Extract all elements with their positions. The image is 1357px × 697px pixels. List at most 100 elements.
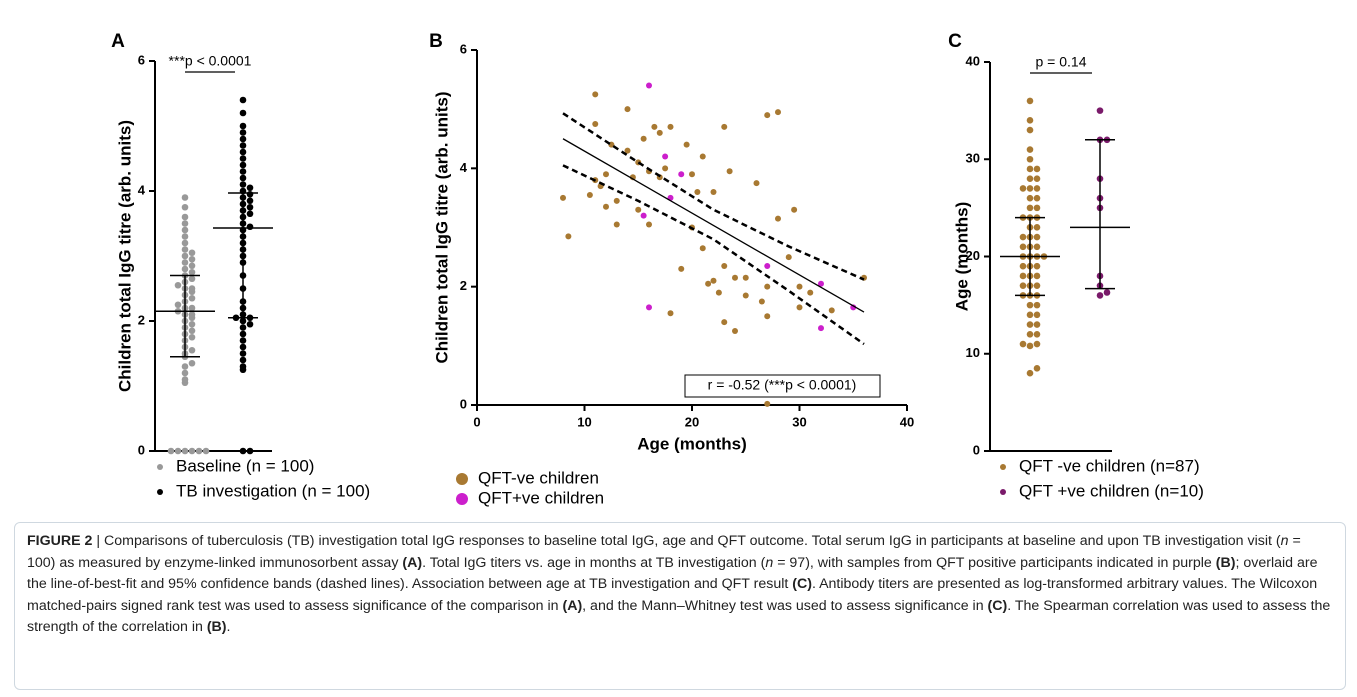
y-tick-label: 0 (973, 442, 980, 457)
data-point (662, 165, 669, 172)
data-point (565, 233, 572, 240)
data-point (181, 226, 189, 234)
data-point (239, 363, 247, 370)
data-point (764, 112, 771, 119)
data-point (560, 194, 566, 201)
data-point (246, 190, 254, 198)
data-point (1019, 272, 1027, 280)
data-point (603, 171, 609, 178)
data-point (1096, 107, 1104, 114)
data-point (246, 184, 254, 192)
caption-run: (A) (402, 554, 423, 571)
data-point (181, 220, 189, 227)
data-point (1019, 282, 1027, 289)
data-point (239, 129, 247, 136)
data-point (1026, 204, 1034, 212)
data-point (181, 203, 189, 211)
y-tick-label: 2 (138, 312, 145, 327)
data-point (764, 313, 771, 320)
caption-run: n (765, 554, 774, 571)
data-point (613, 221, 620, 228)
data-point (624, 106, 631, 113)
x-tick-label: 40 (900, 414, 914, 429)
data-point (181, 213, 189, 221)
data-point (646, 221, 652, 228)
data-point (239, 142, 247, 149)
data-point (239, 356, 247, 364)
data-point (188, 262, 196, 270)
data-point (1033, 331, 1041, 338)
data-point (239, 96, 247, 104)
data-point (721, 319, 728, 326)
data-point (1026, 175, 1034, 182)
data-point (1033, 243, 1041, 251)
legend-label: Baseline (n = 100) (176, 456, 314, 475)
data-point (181, 194, 189, 201)
legend-marker (1000, 489, 1006, 495)
data-point (683, 141, 690, 148)
data-point (1019, 185, 1027, 192)
data-point (753, 180, 760, 187)
data-point (181, 376, 189, 383)
legend-marker (456, 493, 468, 505)
data-point (764, 262, 771, 269)
caption-run: n (1280, 533, 1289, 549)
data-point (613, 197, 620, 204)
data-point (188, 447, 196, 455)
data-point (1026, 369, 1034, 377)
caption-run: . Total IgG titers vs. age in months at … (422, 554, 766, 571)
data-point (1026, 185, 1034, 192)
data-point (202, 447, 210, 455)
data-point (188, 346, 196, 354)
legend-label: QFT +ve children (n=10) (1019, 481, 1204, 500)
data-point (239, 155, 247, 162)
data-point (699, 245, 706, 252)
data-point (239, 324, 247, 331)
caption-run: , and the Mann–Whitney test was used to … (582, 597, 988, 614)
data-point (167, 447, 175, 455)
caption-run: . Antibody titers are presented as log-t… (27, 576, 1318, 614)
y-axis-label: Children total IgG titre (arb. units) (115, 120, 134, 392)
data-point (239, 148, 247, 156)
data-point (181, 369, 189, 377)
data-point (1019, 262, 1027, 270)
y-tick-label: 20 (966, 248, 980, 263)
data-point (246, 197, 254, 205)
data-point (1033, 311, 1041, 319)
data-point (715, 289, 722, 296)
data-point (239, 330, 247, 338)
legend-marker (456, 473, 468, 485)
data-point (1033, 165, 1041, 173)
y-axis-label: Age (months) (952, 202, 971, 312)
data-point (796, 304, 803, 311)
data-point (775, 215, 781, 222)
data-point (1026, 165, 1034, 173)
data-point (239, 447, 247, 455)
data-point (1026, 126, 1034, 134)
data-point (239, 122, 247, 130)
y-tick-label: 2 (460, 278, 467, 293)
data-point (239, 161, 247, 169)
y-axis-label: Children total IgG titre (arb. units) (432, 92, 451, 364)
data-point (239, 337, 247, 344)
panel-label: A (111, 31, 125, 52)
data-point (699, 153, 706, 160)
caption-run: = 97), with samples from QFT positive pa… (773, 554, 1216, 571)
data-point (603, 203, 609, 210)
data-point (785, 254, 792, 261)
data-point (1026, 146, 1034, 153)
data-point (818, 325, 824, 332)
data-point (764, 283, 771, 290)
data-point (656, 129, 663, 136)
data-point (640, 212, 647, 219)
legend-label: QFT+ve children (478, 488, 604, 507)
data-point (635, 206, 642, 213)
data-point (1033, 194, 1041, 202)
data-point (1019, 340, 1027, 348)
data-point (678, 171, 685, 178)
data-point (239, 343, 247, 351)
data-point (586, 191, 593, 198)
data-point (662, 153, 669, 160)
data-point (592, 120, 599, 127)
data-point (1033, 282, 1041, 289)
